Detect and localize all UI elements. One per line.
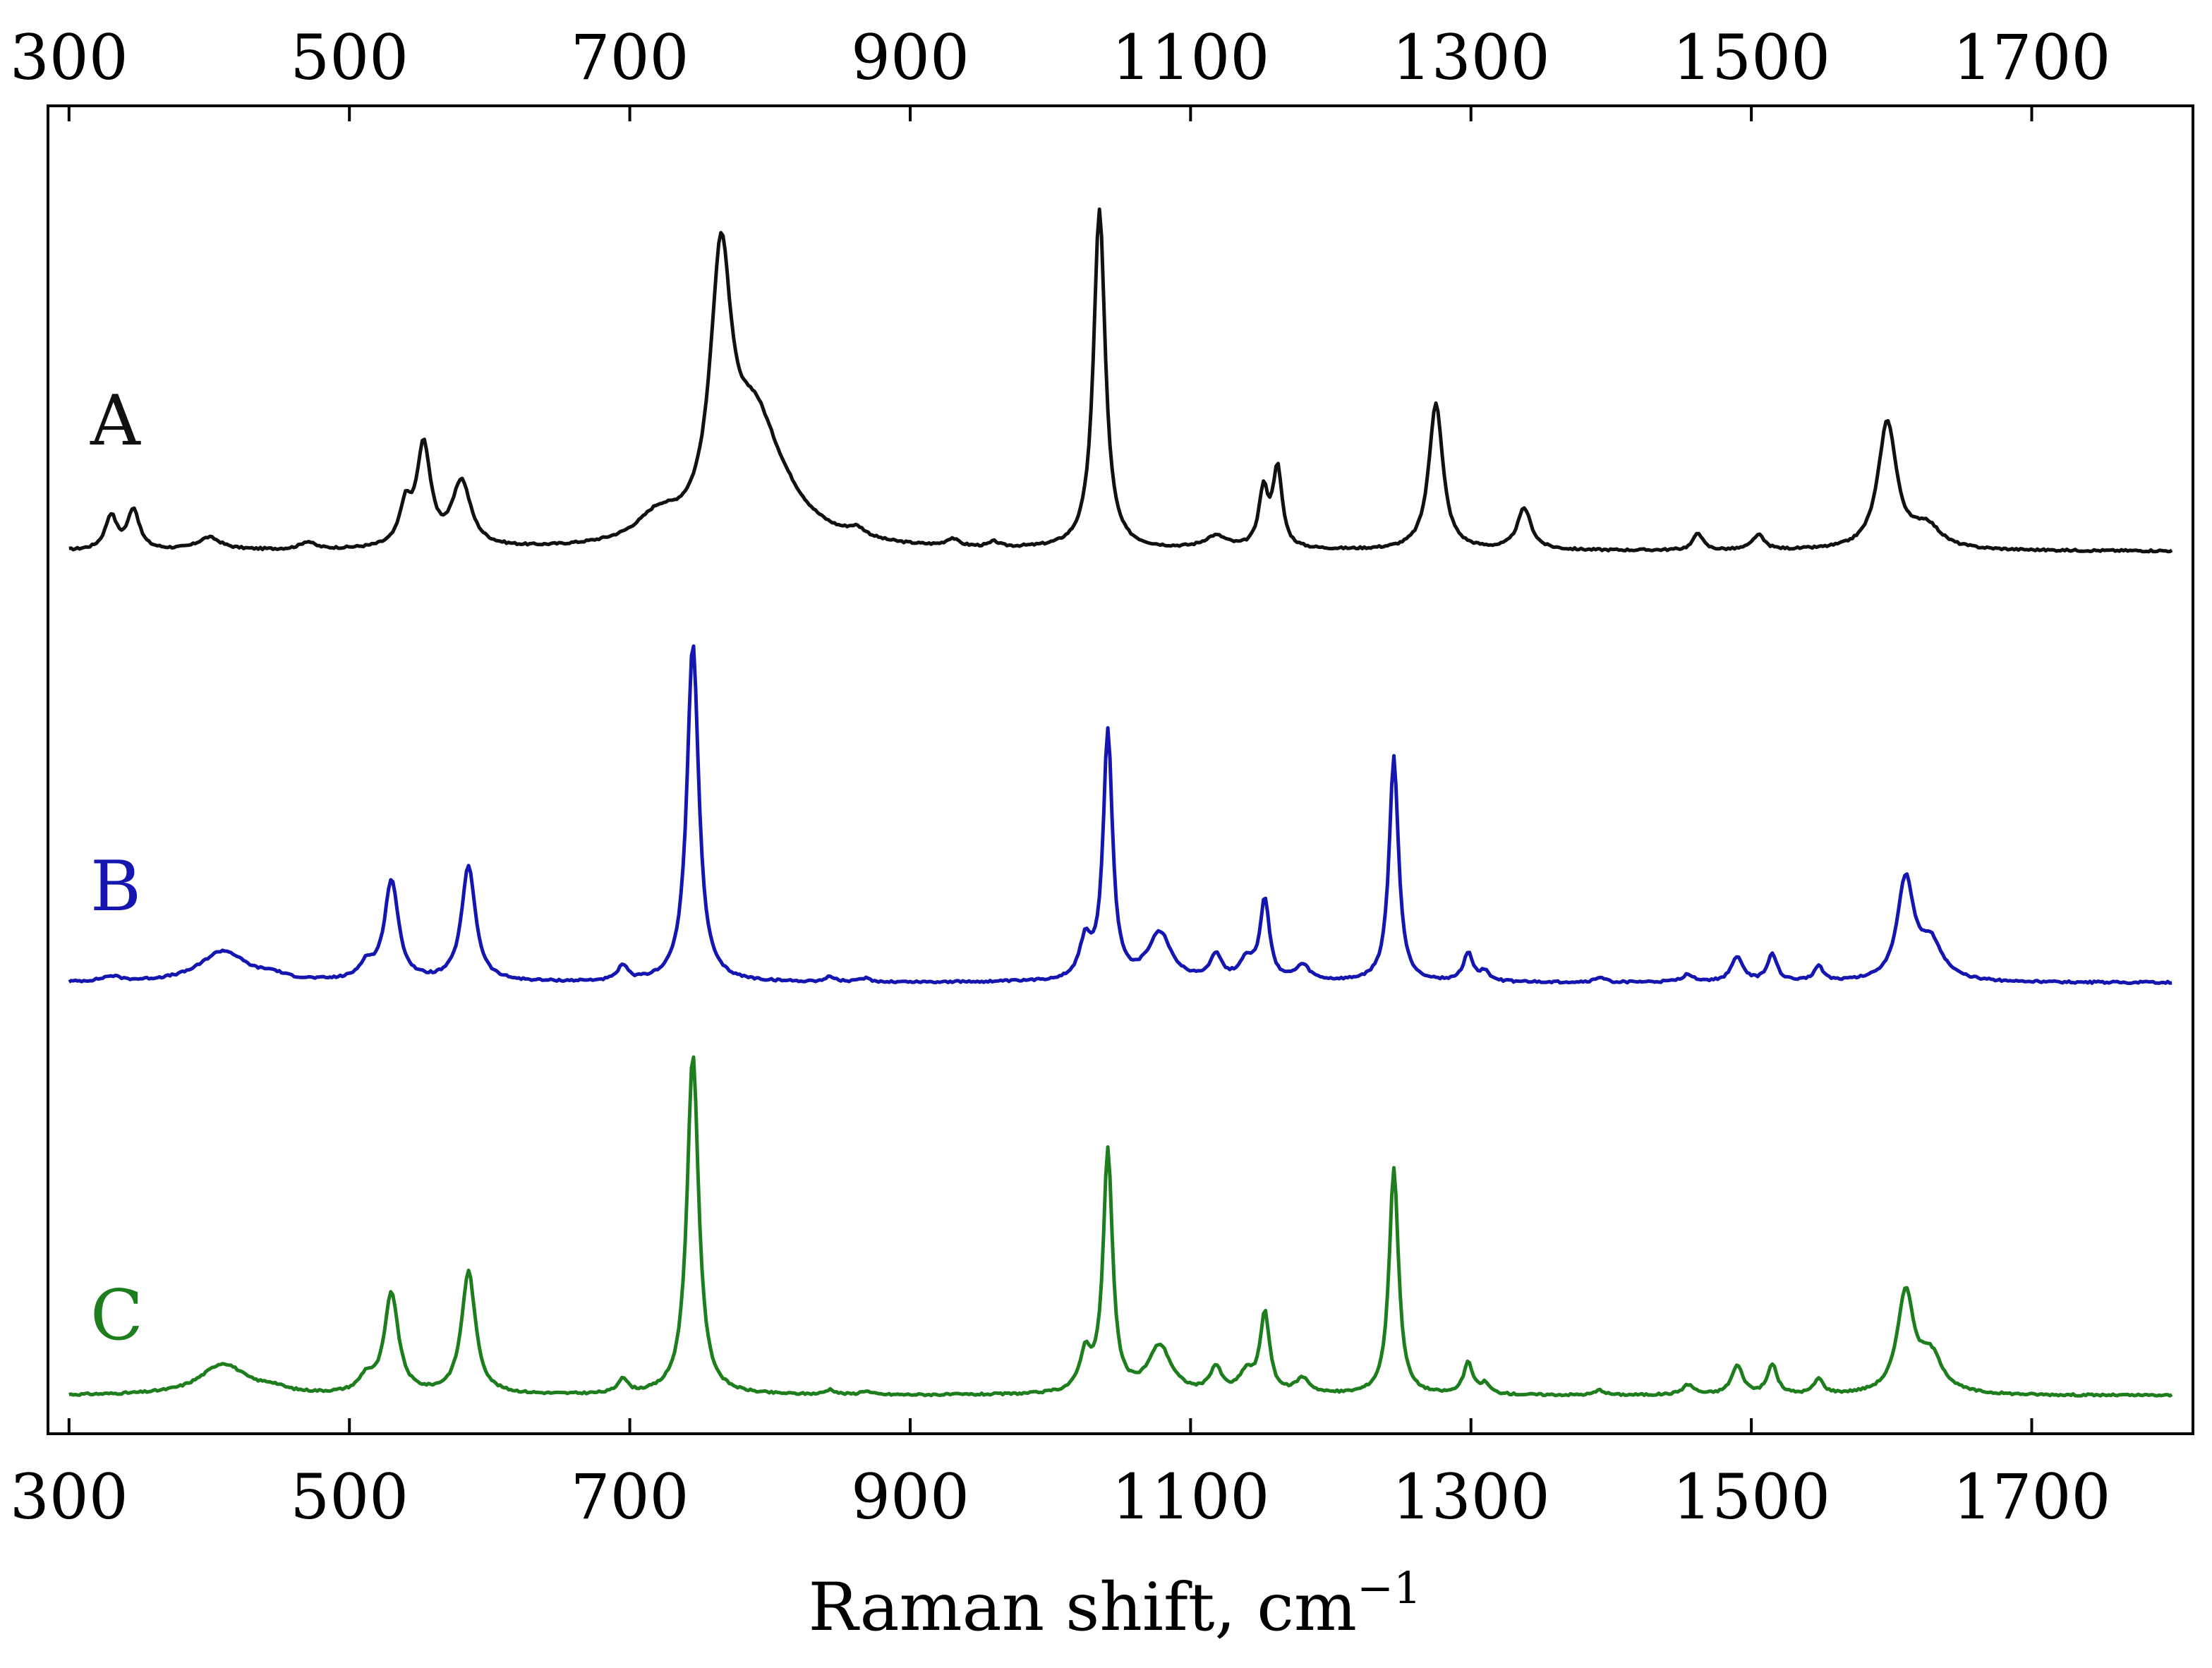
series-label-a: A <box>90 381 141 461</box>
top-tick-label: 500 <box>290 21 409 94</box>
top-tick-label: 300 <box>10 21 128 94</box>
bottom-tick-label: 1300 <box>1392 1461 1550 1533</box>
top-tick-label: 1500 <box>1672 21 1830 94</box>
top-tick-label: 900 <box>851 21 969 94</box>
spectrum-line-b <box>68 644 2172 986</box>
top-tick-label: 1300 <box>1392 21 1550 94</box>
top-tick-label: 700 <box>571 21 689 94</box>
x-axis-label: Raman shift, cm−1 <box>809 1562 1422 1646</box>
bottom-tick-label: 500 <box>290 1461 409 1533</box>
bottom-tick-label: 1700 <box>1953 1461 2111 1533</box>
bottom-tick-label: 700 <box>571 1461 689 1533</box>
spectrum-line-a <box>68 207 2173 554</box>
series-label-c: C <box>90 1276 143 1356</box>
spectrum-line-c <box>68 1055 2173 1398</box>
top-tick-label: 1700 <box>1953 21 2111 94</box>
series-label-b: B <box>90 847 141 927</box>
bottom-tick-label: 900 <box>851 1461 969 1533</box>
bottom-tick-label: 1500 <box>1672 1461 1830 1533</box>
plot-frame <box>47 104 2194 1435</box>
bottom-tick-label: 1100 <box>1111 1461 1269 1533</box>
bottom-tick-label: 300 <box>10 1461 128 1533</box>
top-tick-label: 1100 <box>1111 21 1269 94</box>
